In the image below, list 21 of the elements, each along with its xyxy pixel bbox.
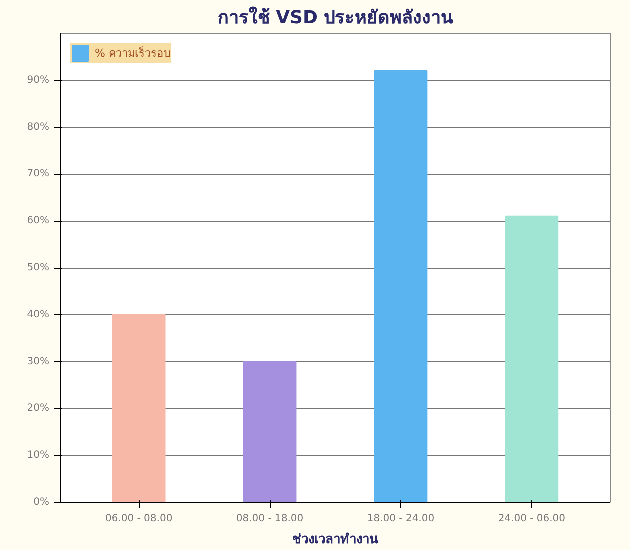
y-tick-label: 0%	[34, 497, 50, 508]
y-tick-label: 80%	[27, 122, 50, 133]
bar	[112, 314, 166, 502]
chart-title: การใช้ VSD ประหยัดพลังงาน	[218, 6, 454, 28]
y-tick-label: 10%	[27, 450, 50, 462]
bar	[374, 70, 428, 502]
bar	[243, 361, 297, 502]
y-tick-label: 40%	[27, 309, 50, 320]
y-tick-label: 20%	[27, 403, 50, 414]
x-tick-label: 18.00 - 24.00	[367, 514, 435, 524]
y-tick-label: 30%	[27, 356, 50, 368]
y-tick-label: 60%	[27, 216, 50, 227]
y-tick-label: 70%	[27, 168, 50, 180]
x-tick-label: 24.00 - 06.00	[498, 514, 566, 524]
y-tick-label: 90%	[27, 74, 50, 86]
legend-label: % ความเร็วรอบ	[95, 45, 171, 62]
bar	[505, 216, 559, 502]
x-axis-title: ช่วงเวลาทำงาน	[292, 532, 378, 548]
y-tick-label: 50%	[27, 262, 50, 274]
x-tick-label: 08.00 - 18.00	[236, 514, 304, 524]
x-tick-label: 06.00 - 08.00	[105, 514, 173, 524]
